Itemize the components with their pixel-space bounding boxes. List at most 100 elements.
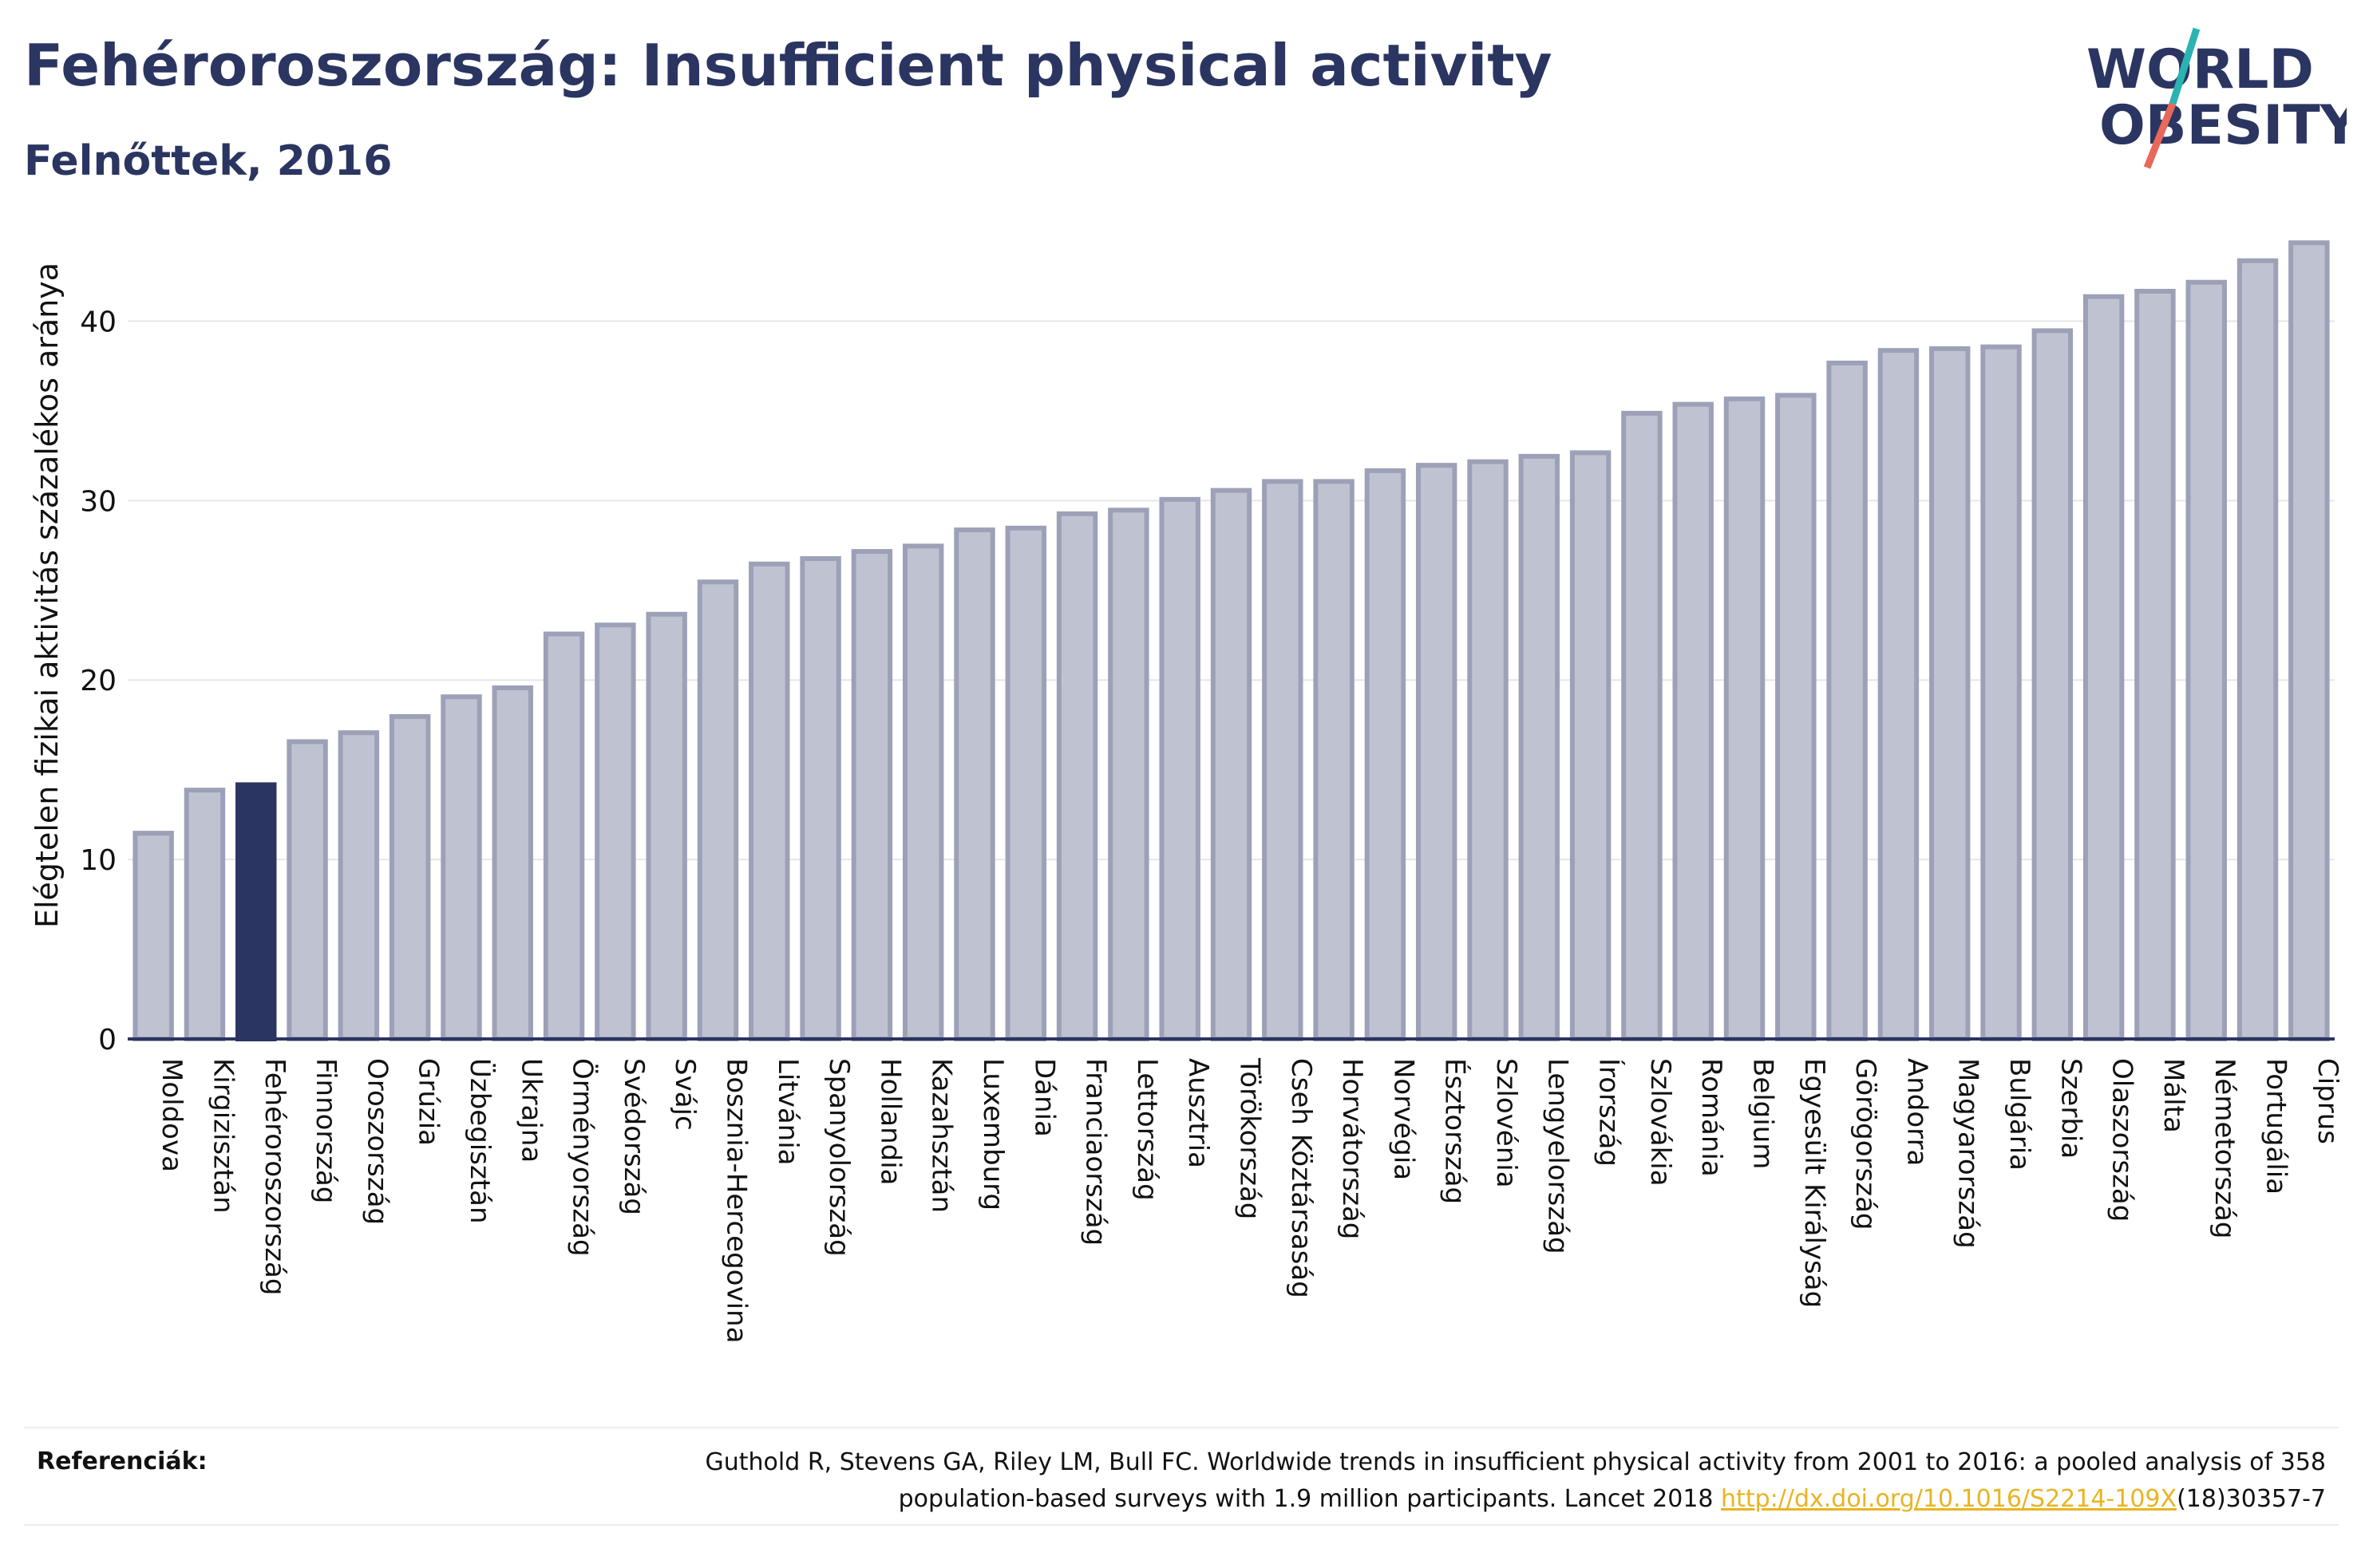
x-tick-label: Kirgizisztán xyxy=(207,1058,239,1214)
x-tick-label: Svájc xyxy=(669,1058,701,1131)
bar-andorra xyxy=(1877,348,1920,1041)
bar-görögország xyxy=(1826,360,1868,1042)
x-tick-label: Bosznia-Hercegovina xyxy=(720,1058,752,1343)
bar-írország xyxy=(1569,450,1612,1041)
references-label: Referenciák: xyxy=(37,1448,208,1475)
bar-törökország xyxy=(1210,488,1252,1041)
x-tick-label: Észtország xyxy=(1439,1058,1472,1204)
bar-lettország xyxy=(1108,508,1149,1041)
logo-word-obesity: OBESITY xyxy=(2099,94,2347,157)
x-tick-label: Örményország xyxy=(567,1058,599,1257)
y-tick-labels: 0 10 20 30 40 xyxy=(80,306,117,1057)
x-tick-label: Szlovénia xyxy=(1490,1058,1522,1188)
x-tick-label: Írország xyxy=(1593,1058,1626,1167)
reference-prefix: population-based surveys with 1.9 millio… xyxy=(898,1485,1722,1513)
bar-norvégia xyxy=(1364,468,1406,1041)
bar-kazahsztán xyxy=(902,543,944,1041)
bar-szlovénia xyxy=(1467,459,1509,1041)
x-tick-label: Kazahsztán xyxy=(926,1058,958,1213)
bar-litvánia xyxy=(749,561,790,1041)
bar-luxemburg xyxy=(954,527,995,1041)
references-text: Guthold R, Stevens GA, Riley LM, Bull FC… xyxy=(410,1444,2326,1518)
x-tick-label: Málta xyxy=(2157,1058,2189,1133)
y-axis-label: Elégtelen fizikai aktivitás százalékos a… xyxy=(30,263,65,928)
x-tick-label: Görögország xyxy=(1849,1058,1881,1230)
x-tick-label: Andorra xyxy=(1900,1058,1932,1166)
x-tick-label: Magyarország xyxy=(1952,1058,1984,1249)
x-tick-label: Litvánia xyxy=(772,1058,804,1166)
bar-ausztria xyxy=(1159,496,1200,1041)
x-tick-label: Lettország xyxy=(1131,1058,1163,1201)
x-tick-label: Lengyelország xyxy=(1541,1058,1573,1254)
reference-line-1: Guthold R, Stevens GA, Riley LM, Bull FC… xyxy=(705,1448,2326,1476)
bar-cseh-köztársaság xyxy=(1262,479,1303,1041)
bar-portugália xyxy=(2236,258,2279,1041)
x-tick-label: Belgium xyxy=(1747,1058,1779,1169)
x-tick-label: Grúzia xyxy=(413,1058,445,1146)
bar-dánia xyxy=(1005,525,1047,1041)
bar-svédország xyxy=(595,622,636,1041)
x-tick-label: Hollandia xyxy=(874,1058,906,1186)
x-tick-label: Spanyolország xyxy=(823,1058,855,1257)
bar-németország xyxy=(2185,279,2227,1042)
x-tick-label: Ciprus xyxy=(2312,1058,2343,1144)
x-tick-label: Moldova xyxy=(156,1058,188,1172)
bar-finnország xyxy=(287,739,328,1041)
x-tick-label: Dánia xyxy=(1028,1058,1060,1137)
x-tick-label: Oroszország xyxy=(361,1058,393,1225)
bar-chart: 0 10 20 30 40 Moldova Kirgizisztán Fehéroroszo… xyxy=(30,240,2343,1343)
x-tick-labels: Moldova Kirgizisztán Fehéroroszország Finno… xyxy=(156,1057,2343,1343)
bar-ciprus xyxy=(2288,240,2330,1041)
bar-magyarország xyxy=(1929,346,1971,1041)
page-title: Fehéroroszország: Insufficient physical … xyxy=(24,32,1552,99)
x-tick-label: Olaszország xyxy=(2106,1058,2138,1222)
bar-bosznia-hercegovina xyxy=(697,579,739,1041)
bar-svájc xyxy=(646,611,687,1041)
bar-fehéroroszország xyxy=(235,782,277,1041)
reference-suffix: (18)30357-7 xyxy=(2177,1485,2326,1513)
bar-horvátország xyxy=(1313,479,1355,1041)
x-tick-label: Németország xyxy=(2209,1058,2240,1238)
logo-slash-coral xyxy=(2143,102,2177,169)
bar-málta xyxy=(2134,288,2176,1042)
logo-word-world: WORLD xyxy=(2086,38,2314,101)
x-tick-label: Üzbegisztán xyxy=(464,1058,496,1224)
bar-franciaország xyxy=(1056,511,1098,1041)
x-tick-label: Bulgária xyxy=(2003,1058,2035,1171)
bar-ukrajna xyxy=(492,685,533,1041)
bar-spanyolország xyxy=(800,556,841,1041)
reference-doi-link[interactable]: http://dx.doi.org/10.1016/S2214-109X xyxy=(1721,1485,2177,1513)
logo-slash-teal xyxy=(2169,27,2201,105)
x-tick-label: Ausztria xyxy=(1182,1058,1214,1168)
bar-örményország xyxy=(543,631,585,1041)
x-tick-label: Egyesült Királyság xyxy=(1798,1058,1830,1308)
y-tick-label: 0 xyxy=(98,1024,117,1057)
x-tick-label: Svédország xyxy=(618,1058,650,1215)
references-divider-top xyxy=(24,1427,2339,1428)
bar-oroszország xyxy=(338,730,380,1041)
bars xyxy=(132,240,2330,1042)
bar-belgium xyxy=(1723,396,1766,1041)
y-tick-label: 40 xyxy=(80,306,117,338)
bar-bulgária xyxy=(1980,344,2022,1041)
x-tick-label: Norvégia xyxy=(1387,1058,1419,1180)
bar-románia xyxy=(1672,401,1714,1041)
x-tick-label: Fehéroroszország xyxy=(259,1058,291,1295)
y-tick-label: 10 xyxy=(80,844,117,877)
y-tick-label: 20 xyxy=(80,665,117,697)
bar-szerbia xyxy=(2031,328,2074,1041)
x-tick-label: Cseh Köztársaság xyxy=(1285,1058,1317,1298)
x-tick-label: Franciaország xyxy=(1080,1058,1112,1246)
world-obesity-logo: WORLD OBESITY xyxy=(2086,27,2347,169)
bar-egyesült-királyság xyxy=(1775,393,1817,1041)
y-tick-label: 30 xyxy=(80,485,117,518)
x-tick-label: Portugália xyxy=(2260,1058,2292,1195)
x-tick-label: Luxemburg xyxy=(977,1058,1009,1211)
x-tick-label: Horvátország xyxy=(1336,1058,1368,1239)
x-tick-label: Finnország xyxy=(310,1058,342,1203)
page-subtitle: Felnőttek, 2016 xyxy=(24,137,393,185)
bar-szlovákia xyxy=(1621,410,1663,1041)
x-tick-label: Szerbia xyxy=(2055,1058,2086,1159)
bar-kirgizisztán xyxy=(184,788,226,1042)
bar-grúzia xyxy=(389,713,431,1041)
